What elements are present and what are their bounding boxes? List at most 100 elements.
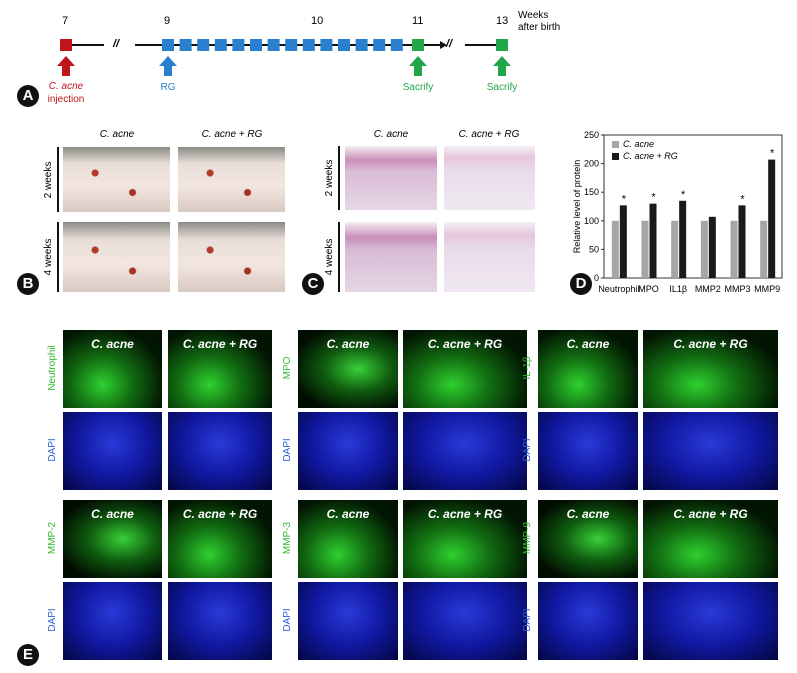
dapi-image [63,582,162,660]
fluorescence-image [63,330,162,408]
bar [641,220,649,278]
fluorescence-image [168,330,272,408]
dapi-image [63,412,162,490]
column-header: C. acne [326,337,370,351]
fluorescence-image [538,500,638,578]
marker-label: MMP-9 [522,521,533,555]
bar [611,220,619,278]
column-header: C. acne [326,507,370,521]
sacrifice-marker [496,39,508,51]
row-label: 2 weeks [43,161,54,199]
column-header: C. acne + RG [458,129,520,140]
column-header: C. acne [566,337,610,351]
column-header: C. acne [566,507,610,521]
panel-label: B [17,273,39,295]
y-tick-label: 250 [584,130,599,140]
bar [738,205,746,278]
bar [679,200,687,278]
marker-label: Neutrophil [47,345,58,391]
dapi-image [643,412,778,490]
bar [649,203,657,278]
dapi-image [643,582,778,660]
row-label: 4 weeks [43,238,54,276]
column-header: C. acne + RG [182,507,258,521]
dapi-image [403,412,527,490]
counterstain-label: DAPI [522,608,533,632]
counterstain-label: DAPI [47,608,58,632]
marker-label: MMP-2 [47,521,58,555]
x-tick-label: MMP9 [754,284,780,294]
treatment-markers [162,39,403,51]
break-mark: // [113,38,120,50]
plot-frame [603,134,783,279]
column-header: C. acne + RG [427,507,503,521]
counterstain-label: DAPI [282,608,293,632]
counterstain-label: DAPI [282,438,293,462]
y-tick-label: 50 [589,244,599,254]
treatment-marker [162,39,174,51]
dapi-image [538,582,638,660]
x-tick-label: MMP2 [695,284,721,294]
bar [700,220,708,278]
y-tick-label: 200 [584,159,599,169]
photo [63,222,170,292]
histology [444,146,535,210]
treatment-marker [355,39,368,51]
treatment-marker [179,39,192,51]
treatment-marker [338,39,350,51]
treatment-marker [214,39,227,51]
x-tick-label: IL1β [669,284,687,294]
fluorescence-image [168,500,272,578]
x-tick-label: MMP3 [724,284,750,294]
counterstain-label: DAPI [47,438,58,462]
y-axis-label: Relative level of protein [572,160,582,254]
histology [444,222,535,292]
column-header: C. acne + RG [427,337,503,351]
counterstain-label: DAPI [522,438,533,462]
treatment-marker [320,39,333,51]
injection-label: C. acne [48,81,84,92]
injection-marker [60,39,72,51]
bar [760,220,768,278]
week-label: 11 [412,15,424,27]
histology [345,222,437,292]
dapi-image [168,412,272,490]
column-header: C. acne + RG [673,337,748,351]
significance-label: * [681,189,686,201]
treatment-marker [267,39,280,51]
y-tick-label: 150 [584,187,599,197]
fluorescence-image [538,330,638,408]
dapi-image [298,412,398,490]
row-label: 4 weeks [324,238,335,276]
x-tick-label: Neutrophil [598,284,639,294]
column-header: C. acne [373,129,409,140]
fluorescence-image [63,500,162,578]
legend-label: C. acne + RG [623,151,678,161]
column-header: C. acne [99,129,135,140]
treatment-marker [390,39,403,51]
timeline-arrow [440,41,447,49]
significance-label: * [622,193,627,205]
marker-label: MMP-3 [282,521,293,555]
bar [708,216,716,278]
histology [345,146,437,210]
sacrifice-label: Sacrify [486,82,518,93]
fluorescence-image [403,500,527,578]
panel-label: D [570,273,592,295]
column-header: C. acne + RG [673,507,748,521]
photo [178,222,285,292]
marker-label: IL-1β [522,356,533,380]
y-tick-label: 100 [584,216,599,226]
significance-label: * [770,148,775,160]
week-label: 9 [164,15,171,27]
column-header: C. acne [91,507,134,521]
week-label: 7 [62,15,69,27]
panel-label: E [17,644,39,666]
treatment-label: RG [160,82,176,93]
arrows [57,56,511,76]
photo [178,147,285,212]
y-tick-label: 0 [594,273,599,283]
fluorescence-image [643,500,778,578]
break-mark: // [446,38,453,50]
